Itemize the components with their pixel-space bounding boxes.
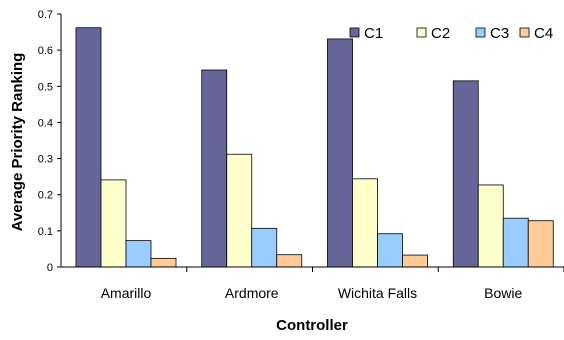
bar-c2-wichita-falls [352, 178, 378, 268]
bar-c2-bowie [477, 184, 504, 268]
y-tick-label: 0.1 [38, 226, 53, 238]
legend: C1 C2 C3 C4 [349, 25, 553, 42]
y-tick-label: 0.5 [38, 81, 53, 93]
bar-c3-bowie [502, 217, 529, 268]
x-tick-label: Ardmore [225, 285, 279, 301]
bar-c1-bowie [452, 80, 479, 268]
x-axis-title: Controller [276, 317, 348, 334]
legend-label-c3: C3 [490, 25, 509, 42]
y-tick-label: 0 [47, 262, 53, 274]
legend-swatch-c1 [349, 27, 360, 38]
bar-c1-wichita-falls [327, 38, 353, 268]
bar-c1-ardmore [201, 69, 228, 268]
y-tick-label: 0.4 [38, 117, 53, 129]
legend-label-c2: C2 [431, 25, 450, 42]
bar-c1-amarillo [75, 27, 102, 268]
plot-area [75, 27, 554, 268]
axes: 0 0.1 0.2 0.3 0.4 0.5 0.6 0.7 Amarillo Ardmore Wic… [38, 9, 564, 301]
legend-label-c1: C1 [364, 25, 383, 42]
bar-c4-wichita-falls [402, 254, 428, 268]
y-tick-label: 0.2 [38, 190, 53, 202]
bar-c3-amarillo [125, 240, 152, 268]
bar-c3-wichita-falls [377, 233, 403, 268]
bar-c2-ardmore [226, 153, 253, 268]
y-tick-label: 0.6 [38, 45, 53, 57]
bar-c4-bowie [527, 220, 554, 268]
y-tick-label: 0.7 [38, 9, 53, 21]
x-tick-label: Bowie [484, 285, 522, 301]
bar-c4-amarillo [150, 257, 177, 268]
bar-c3-ardmore [251, 227, 278, 268]
legend-swatch-c3 [475, 27, 486, 38]
y-tick-label: 0.3 [38, 154, 53, 166]
legend-swatch-c4 [519, 27, 530, 38]
bar-c2-amarillo [100, 179, 127, 268]
y-axis-title: Average Priority Ranking [9, 53, 26, 232]
bar-c4-ardmore [276, 254, 303, 268]
x-tick-label: Amarillo [101, 285, 152, 301]
legend-label-c4: C4 [534, 25, 553, 42]
x-tick-label: Wichita Falls [338, 285, 417, 301]
legend-swatch-c2 [416, 27, 427, 38]
